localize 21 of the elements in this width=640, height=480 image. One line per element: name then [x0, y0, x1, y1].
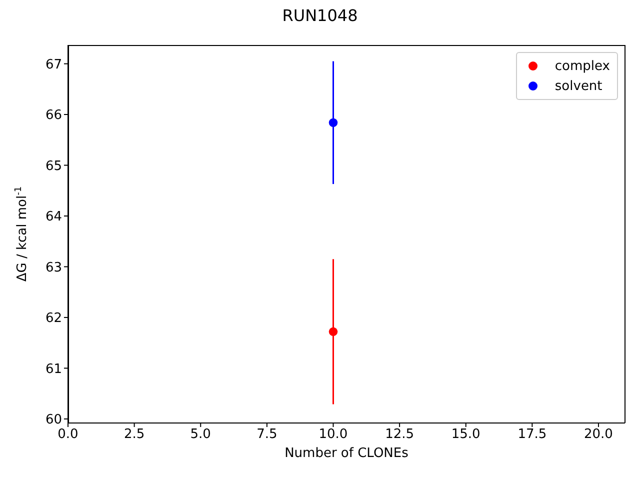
x-tick-label: 0.0 — [58, 427, 78, 442]
legend-label: complex — [554, 58, 610, 74]
chart-title: RUN1048 — [281, 6, 359, 25]
x-axis-title: Number of CLONEs — [284, 446, 409, 461]
y-tick-label: 60 — [45, 412, 62, 428]
x-tick-label: 20.0 — [584, 427, 613, 442]
y-tick-label: 61 — [45, 362, 62, 377]
x-tick-label: 5.0 — [190, 427, 211, 442]
y-tick-label: 63 — [45, 260, 62, 276]
y-tick-label: 67 — [45, 57, 62, 72]
legend-label: solvent — [554, 78, 602, 94]
y-tick-label: 65 — [45, 158, 62, 174]
y-tick-label: 62 — [45, 311, 62, 326]
x-tick-label: 10.0 — [318, 427, 348, 442]
x-tick-label: 12.5 — [385, 427, 414, 442]
x-tick-label: 17.5 — [518, 427, 547, 442]
x-tick-label: 2.5 — [124, 427, 145, 442]
y-tick-label: 64 — [45, 210, 62, 225]
x-tick-label: 15.0 — [451, 427, 480, 442]
y-tick-label: 66 — [45, 108, 62, 124]
x-tick-label: 7.5 — [256, 427, 278, 442]
